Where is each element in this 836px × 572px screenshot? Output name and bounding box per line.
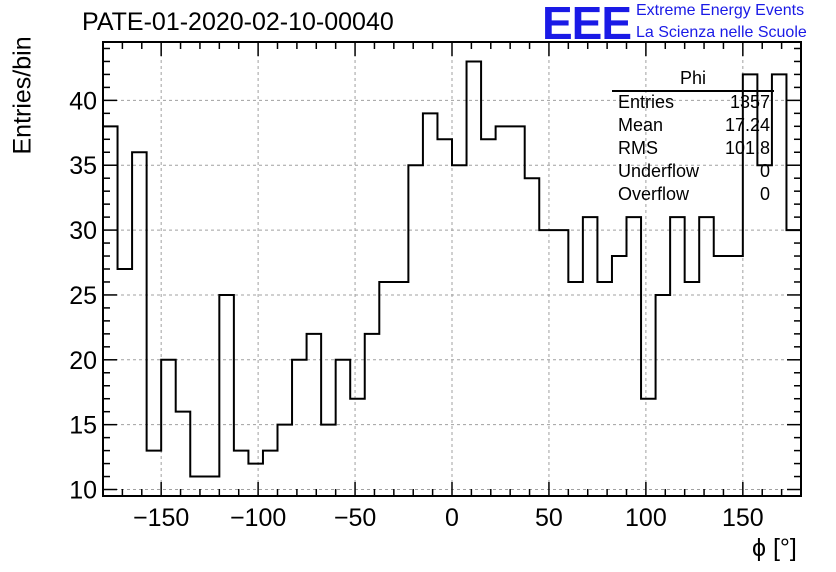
stats-row-underflow: Underflow 0 <box>618 161 770 183</box>
y-tick-label: 35 <box>69 152 97 180</box>
x-tick-label: 150 <box>722 504 764 532</box>
stats-value: 17.24 <box>724 115 770 135</box>
eee-logo: EEE <box>542 0 632 49</box>
stats-row-rms: RMS 101.8 <box>618 138 770 160</box>
y-tick-label: 30 <box>69 217 97 245</box>
stats-row-entries: Entries 1357 <box>618 92 770 114</box>
stats-value: 1357 <box>729 92 770 112</box>
y-tick-label: 20 <box>69 347 97 375</box>
y-tick-label: 40 <box>69 87 97 115</box>
y-tick-label: 25 <box>69 282 97 310</box>
axes <box>102 41 802 497</box>
x-tick-label: 50 <box>535 504 563 532</box>
chart-title: PATE-01-2020-02-10-00040 <box>82 8 394 36</box>
x-tick-label: 0 <box>445 504 459 532</box>
logo-line-1: Extreme Energy Events <box>636 2 805 19</box>
y-axis-label: Entries/bin <box>8 36 37 155</box>
stats-key: Mean <box>618 115 664 135</box>
stats-value: 0 <box>759 161 770 181</box>
tick-labels: −150 −100 −50 0 50 100 150 10 15 20 25 30 35 40 <box>69 87 764 532</box>
y-tick-label: 10 <box>69 477 97 505</box>
stats-value: 0 <box>759 184 770 204</box>
stats-title: Phi <box>680 68 707 88</box>
stats-row-overflow: Overflow 0 <box>618 184 770 206</box>
stats-value: 101.8 <box>724 138 770 158</box>
stats-key: Entries <box>618 92 675 112</box>
stats-row-mean: Mean 17.24 <box>618 115 770 137</box>
x-tick-label: −150 <box>133 504 189 532</box>
x-tick-label: −100 <box>230 504 286 532</box>
x-axis-label: ϕ [°] <box>752 534 797 562</box>
y-tick-label: 15 <box>69 412 97 440</box>
stats-key: Underflow <box>618 161 700 181</box>
x-tick-label: −50 <box>334 504 376 532</box>
stats-key: RMS <box>618 138 658 158</box>
histogram-outline <box>103 60 801 478</box>
x-tick-label: 100 <box>625 504 667 532</box>
logo-line-2: La Scienza nelle Scuole <box>636 24 807 41</box>
stats-key: Overflow <box>618 184 690 204</box>
stats-divider <box>612 90 774 92</box>
